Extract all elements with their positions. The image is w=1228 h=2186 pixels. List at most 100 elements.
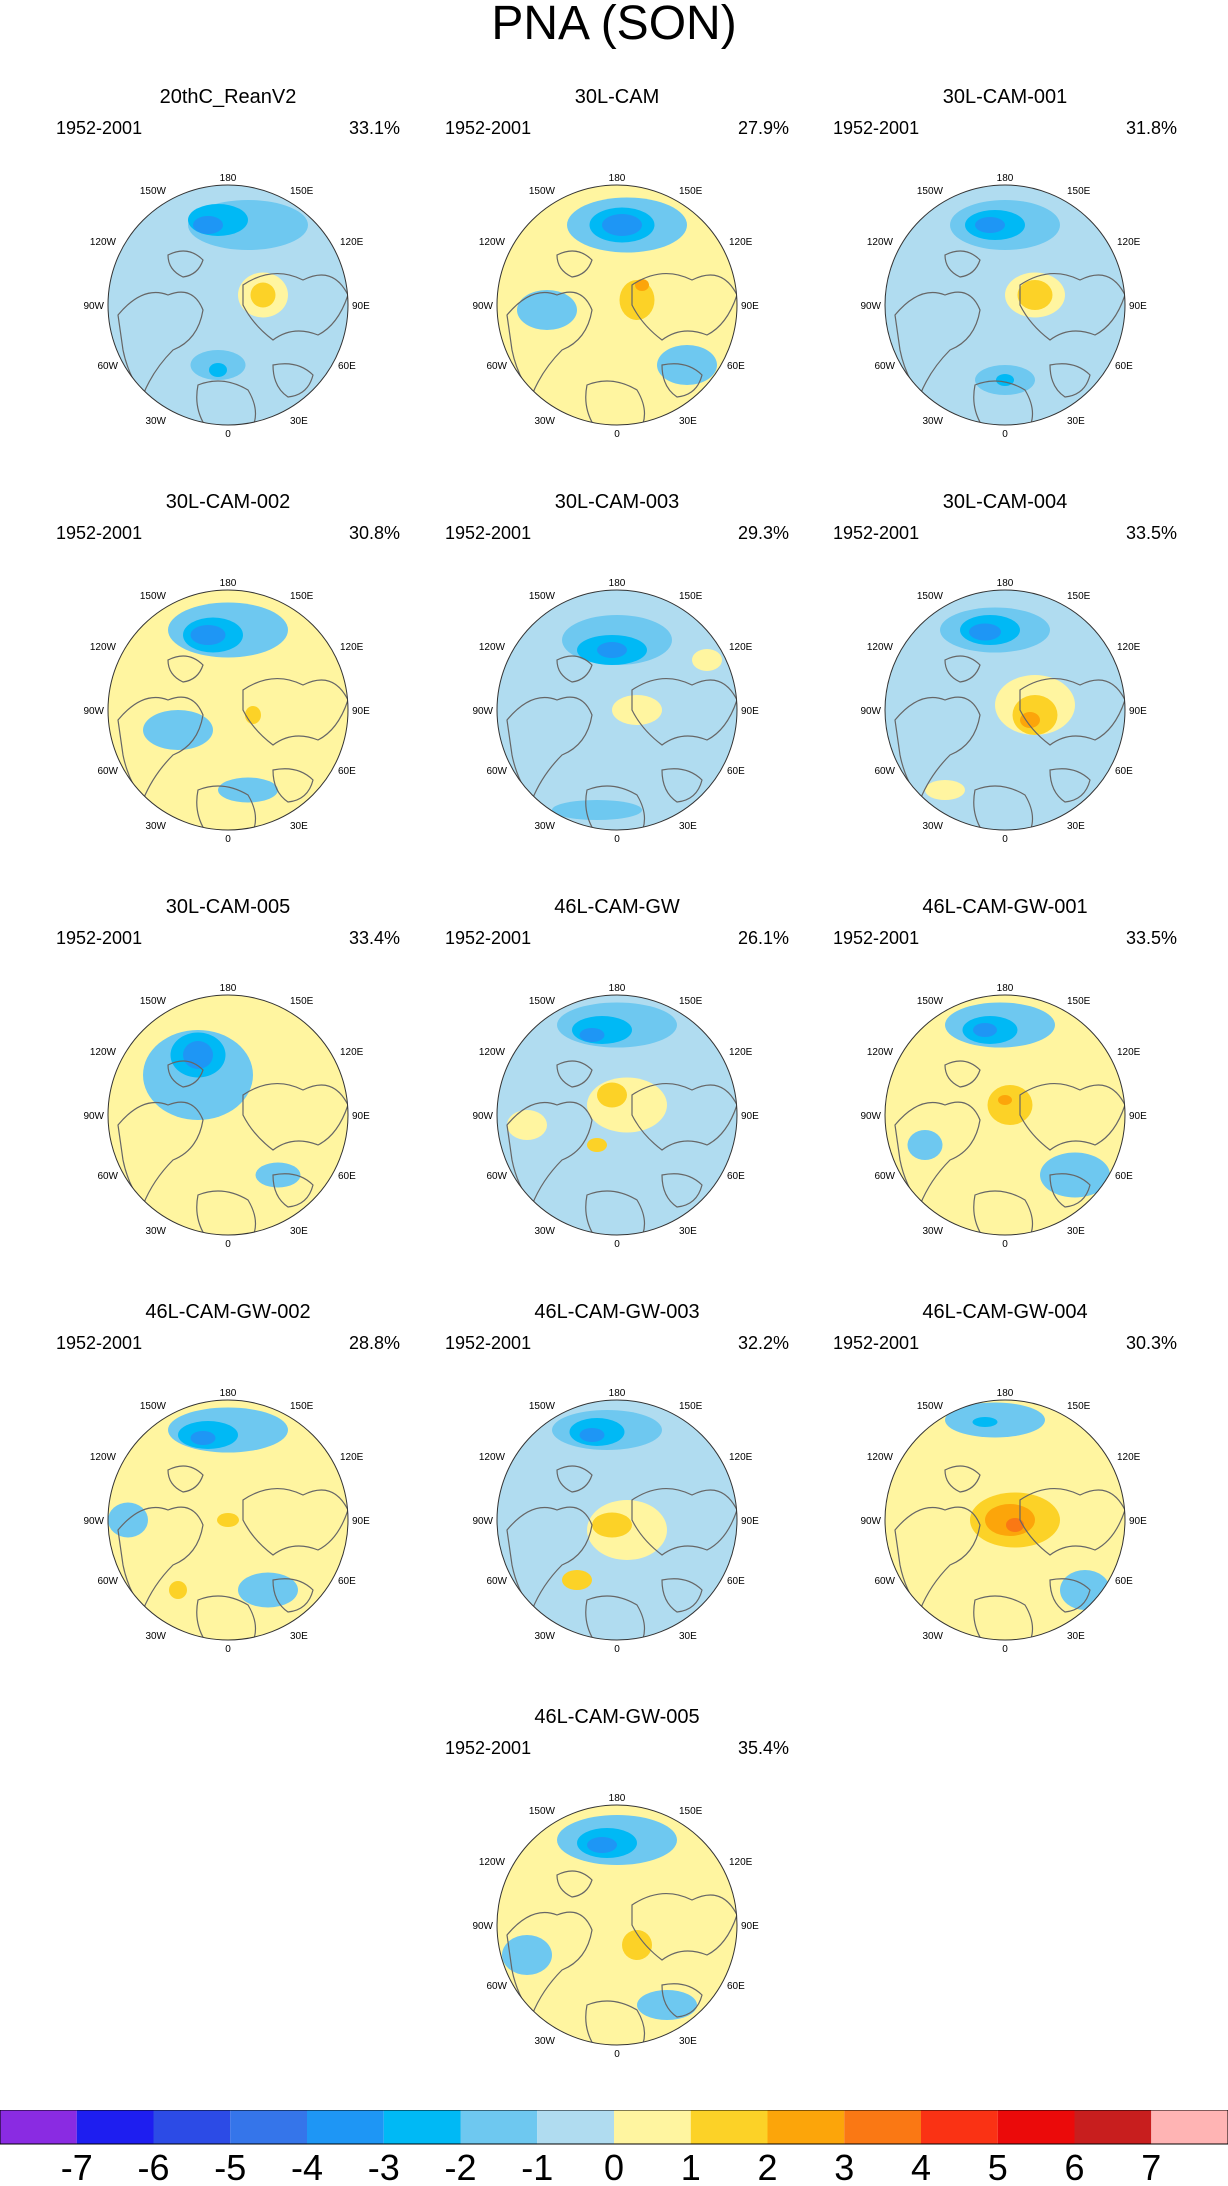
longitude-label: 90E (741, 1921, 759, 1932)
longitude-label: 150E (1067, 1401, 1091, 1412)
longitude-label: 90W (860, 706, 881, 717)
longitude-label: 30E (679, 416, 697, 427)
longitude-label: 30W (534, 2036, 555, 2047)
longitude-label: 90E (741, 706, 759, 717)
longitude-label: 30E (679, 1631, 697, 1642)
anomaly-contour (579, 1028, 605, 1042)
colorbar-swatch (76, 2110, 154, 2144)
panel-title: 46L-CAM-GW (554, 896, 680, 918)
coastline (556, 1465, 593, 1493)
panel-title: 46L-CAM-GW-003 (534, 1301, 700, 1323)
longitude-label: 90E (1129, 1111, 1147, 1122)
longitude-label: 60E (727, 766, 745, 777)
longitude-label: 0 (1002, 1239, 1008, 1250)
anomaly-contour (517, 290, 577, 330)
colorbar-swatch (0, 2110, 77, 2144)
coastline (196, 1190, 257, 1235)
longitude-label: 30E (1067, 1631, 1085, 1642)
longitude-label: 180 (609, 1793, 626, 1804)
colorbar-swatch (307, 2110, 384, 2144)
map-panel: 30L-CAM 1952-2001 27.9% 180 150W 150E 120W 120E… (437, 85, 797, 475)
anomaly-contour (597, 642, 627, 658)
map-border (496, 1804, 738, 2046)
longitude-label: 90E (1129, 301, 1147, 312)
anomaly-contour (592, 1512, 632, 1538)
longitude-label: 30W (145, 416, 166, 427)
longitude-label: 120E (1117, 1452, 1141, 1463)
coastline (661, 1173, 703, 1208)
longitude-label: 120W (90, 642, 117, 653)
longitude-label: 0 (614, 2049, 620, 2060)
longitude-label: 30E (290, 1226, 308, 1237)
coastline (585, 785, 646, 830)
anomaly-contour (907, 1130, 943, 1160)
longitude-label: 60W (874, 766, 895, 777)
panel-title: 30L-CAM-003 (554, 491, 680, 513)
coastline (242, 677, 348, 746)
anomaly-contour (969, 623, 1001, 641)
coastline (1049, 363, 1091, 398)
coastline (196, 1595, 257, 1640)
longitude-label: 150W (140, 996, 167, 1007)
longitude-label: 90E (352, 1111, 370, 1122)
longitude-label: 30W (922, 1631, 943, 1642)
panel-explained-variance: 33.4% (348, 928, 400, 948)
map-panel: 46L-CAM-GW-005 1952-2001 35.4% 180 150W 150E 1… (437, 1705, 797, 2095)
panel-title: 30L-CAM-005 (165, 896, 291, 918)
anomaly-contour (209, 363, 227, 377)
longitude-label: 150E (290, 1401, 314, 1412)
colorbar-tick-label: 6 (1064, 2147, 1084, 2182)
anomaly-contour (579, 1428, 605, 1442)
anomaly-contour (255, 1162, 301, 1188)
polar-map: 180 150W 150E 120W 120E 90W 90E 60W 60E 30W 30E 0 (472, 173, 759, 440)
longitude-label: 150E (1067, 996, 1091, 1007)
panel-explained-variance: 32.2% (737, 1333, 789, 1353)
map-border (884, 994, 1126, 1236)
anomaly-contour (998, 1095, 1012, 1105)
longitude-label: 120W (867, 642, 894, 653)
panel-period: 1952-2001 (56, 523, 143, 543)
anomaly-contour (1040, 1152, 1110, 1198)
longitude-label: 0 (1002, 834, 1008, 845)
coastline (631, 677, 737, 746)
longitude-label: 60E (1115, 1576, 1133, 1587)
longitude-label: 120W (479, 237, 506, 248)
longitude-label: 150W (529, 186, 556, 197)
colorbar-tick-label: 3 (834, 2147, 854, 2182)
coastline (661, 768, 703, 803)
longitude-label: 90E (741, 301, 759, 312)
longitude-label: 0 (614, 834, 620, 845)
anomaly-contour (190, 1431, 216, 1445)
map-border (496, 184, 738, 426)
longitude-label: 90W (472, 706, 493, 717)
panel-period: 1952-2001 (445, 118, 532, 138)
anomaly-contour (637, 1990, 697, 2020)
longitude-label: 180 (997, 173, 1014, 184)
anomaly-contour (552, 800, 642, 820)
colorbar-tick-label: 0 (604, 2147, 624, 2182)
map-panel: 30L-CAM-004 1952-2001 33.5% 180 150W 150E 120W… (825, 490, 1185, 880)
map-border (107, 184, 349, 426)
longitude-label: 150W (529, 1401, 556, 1412)
longitude-label: 30W (534, 1631, 555, 1642)
map-panel: 46L-CAM-GW-004 1952-2001 30.3% 180 150W 150E 1… (825, 1300, 1185, 1690)
longitude-label: 60E (338, 1171, 356, 1182)
longitude-label: 30E (290, 1631, 308, 1642)
map-panel: 46L-CAM-GW-003 1952-2001 32.2% 180 150W 150E 1… (437, 1300, 797, 1690)
coastline (585, 1190, 646, 1235)
map-border (107, 589, 349, 831)
coastline (585, 1595, 646, 1640)
coastline (556, 250, 593, 278)
panel-period: 1952-2001 (445, 523, 532, 543)
panel-title: 46L-CAM-GW-005 (534, 1706, 700, 1728)
coastline (631, 1082, 737, 1151)
longitude-label: 60E (1115, 766, 1133, 777)
longitude-label: 90W (472, 1921, 493, 1932)
longitude-label: 30E (679, 2036, 697, 2047)
anomaly-contour (597, 1082, 627, 1108)
anomaly-contour (190, 625, 226, 645)
longitude-label: 150E (679, 186, 703, 197)
longitude-label: 60E (338, 766, 356, 777)
anomaly-contour (238, 1572, 298, 1608)
panel-title: 46L-CAM-GW-004 (922, 1301, 1088, 1323)
